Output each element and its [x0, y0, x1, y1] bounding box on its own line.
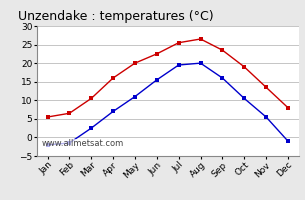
Text: www.allmetsat.com: www.allmetsat.com — [42, 139, 124, 148]
Text: Unzendake : temperatures (°C): Unzendake : temperatures (°C) — [18, 10, 214, 23]
